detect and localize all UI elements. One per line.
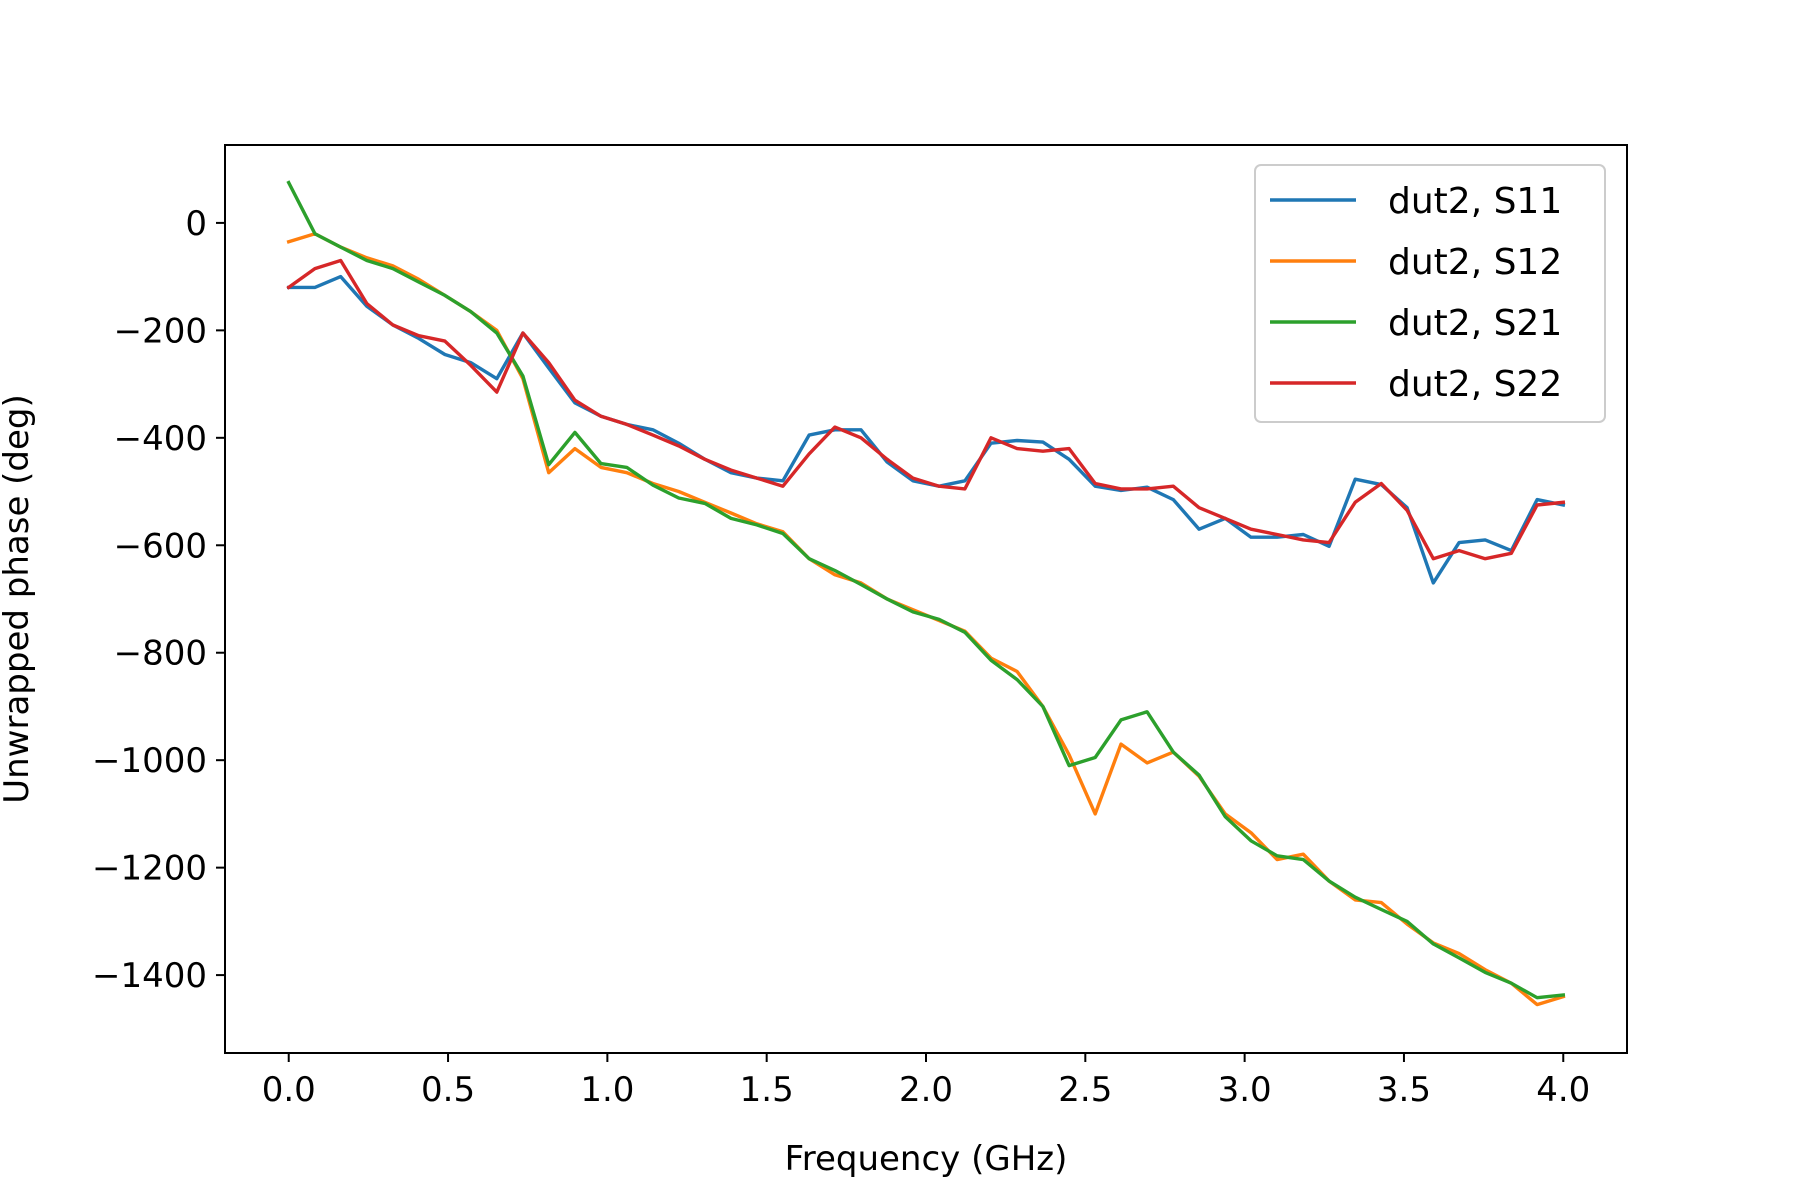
x-tick-label: 2.0 xyxy=(899,1070,953,1110)
x-tick-label: 4.0 xyxy=(1536,1070,1590,1110)
x-tick-label: 0.0 xyxy=(262,1070,316,1110)
y-axis-label: Unwrapped phase (deg) xyxy=(0,394,37,804)
y-tick-label: −1000 xyxy=(92,741,207,781)
series-layer xyxy=(286,180,1566,1007)
legend-label: dut2, S22 xyxy=(1388,364,1562,405)
y-axis-ticks: 0 −200 −400 −600 −800 −1000 −1200 −1400 xyxy=(92,204,225,996)
legend-box xyxy=(1254,164,1606,423)
x-axis-label: Frequency (GHz) xyxy=(785,1139,1068,1179)
legend-label: dut2, S21 xyxy=(1388,303,1562,344)
x-tick-label: 1.0 xyxy=(580,1070,634,1110)
x-tick-label: 3.5 xyxy=(1377,1070,1431,1110)
x-tick-label: 0.5 xyxy=(421,1070,475,1110)
y-tick-label: 0 xyxy=(185,204,207,244)
series-line-dut2-s21 xyxy=(286,180,1566,1000)
x-axis-ticks: 0.0 0.5 1.0 1.5 2.0 2.5 3.0 3.5 4.0 xyxy=(262,1053,1590,1110)
x-tick-label: 1.5 xyxy=(740,1070,794,1110)
legend-label: dut2, S12 xyxy=(1388,242,1562,283)
legend-label: dut2, S11 xyxy=(1388,181,1562,222)
y-tick-label: −1400 xyxy=(92,956,207,996)
y-tick-label: −800 xyxy=(114,634,207,674)
x-tick-label: 2.5 xyxy=(1058,1070,1112,1110)
x-tick-label: 3.0 xyxy=(1218,1070,1272,1110)
legend: dut2, S11 dut2, S12 dut2, S21 dut2, S22 xyxy=(1254,164,1606,423)
y-tick-label: −600 xyxy=(114,526,207,566)
series-line-dut2-s22 xyxy=(286,258,1566,561)
y-tick-label: −400 xyxy=(114,419,207,459)
y-tick-label: −200 xyxy=(114,311,207,351)
y-tick-label: −1200 xyxy=(92,849,207,889)
